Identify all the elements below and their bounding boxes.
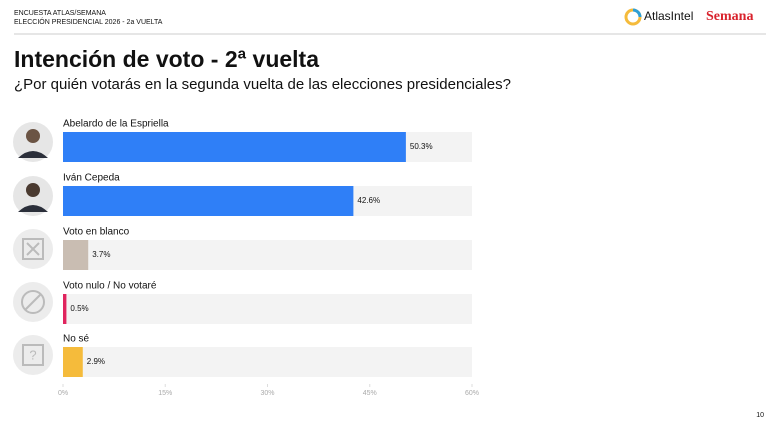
bar-track xyxy=(63,294,472,324)
bar xyxy=(63,347,83,377)
header-line: ENCUESTA ATLAS/SEMANA xyxy=(14,10,106,17)
x-tick-label: 45% xyxy=(363,390,377,397)
x-tick-label: 60% xyxy=(465,390,479,397)
logo-atlas: AtlasIntel xyxy=(644,9,693,23)
chart-subtitle: ¿Por quién votarás en la segunda vuelta … xyxy=(14,76,511,93)
atlas-icon xyxy=(624,8,642,26)
category-label: Voto nulo / No votaré xyxy=(63,281,157,292)
header-line: ELECCIÓN PRESIDENCIAL 2026 - 2a VUELTA xyxy=(14,17,163,26)
bar xyxy=(63,240,89,270)
chart-title: Intención de voto - 2ª vuelta xyxy=(14,46,319,72)
value-label: 42.6% xyxy=(357,196,380,205)
bar xyxy=(63,294,67,324)
category-label: Iván Cepeda xyxy=(63,173,120,184)
value-label: 50.3% xyxy=(410,142,433,151)
value-label: 2.9% xyxy=(87,357,105,366)
icons: ? xyxy=(13,122,53,375)
bar xyxy=(63,186,354,216)
value-label: 0.5% xyxy=(70,304,88,313)
bar-track xyxy=(63,347,472,377)
category-label: No sé xyxy=(63,334,90,345)
x-tick-label: 0% xyxy=(58,390,68,397)
category-label: Voto en blanco xyxy=(63,227,130,238)
question-icon: ? xyxy=(29,347,36,362)
x-tick-label: 30% xyxy=(260,390,274,397)
bar-track xyxy=(63,240,472,270)
bar xyxy=(63,132,406,162)
page-number: 10 xyxy=(756,412,764,419)
value-label: 3.7% xyxy=(92,250,110,259)
category-label: Abelardo de la Espriella xyxy=(63,119,169,130)
x-tick-label: 15% xyxy=(158,390,172,397)
logo-semana: Semana xyxy=(706,9,753,24)
